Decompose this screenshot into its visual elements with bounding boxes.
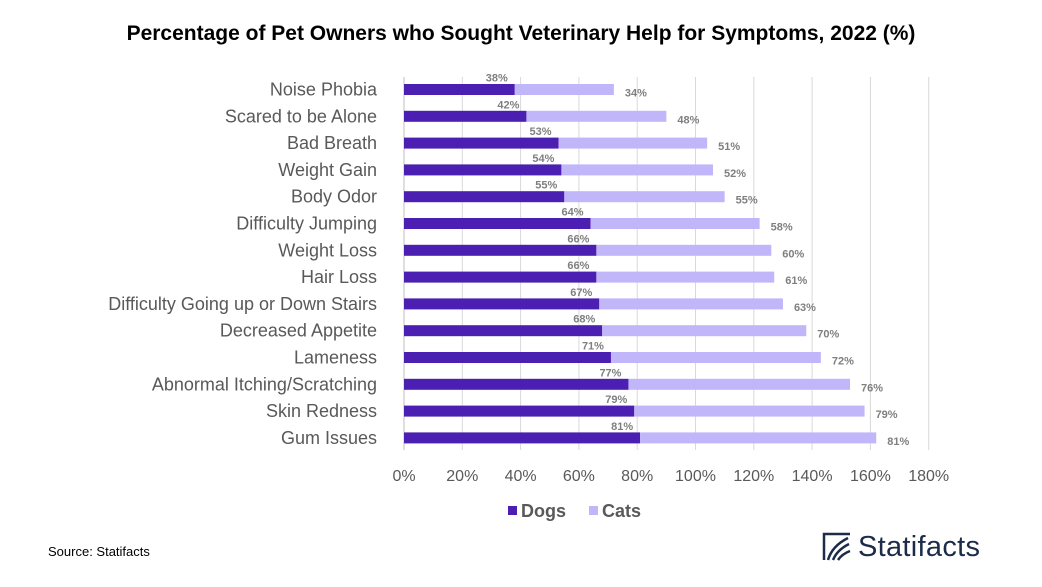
bar-dogs [404, 164, 562, 176]
x-axis-ticks: 0% 20% 40% 60% 80% 100% 120% 140% 160% 180% [392, 468, 949, 485]
category-label: Bad Breath [287, 133, 377, 153]
bar-dogs [404, 191, 565, 203]
bar-cats [558, 137, 708, 149]
x-tick-label: 140% [792, 468, 833, 485]
bar-dogs [404, 352, 611, 363]
bar-cats [602, 325, 807, 337]
bar-cats [514, 84, 614, 95]
bar-dogs [404, 325, 603, 337]
category-label: Difficulty Jumping [236, 214, 377, 234]
bar-cats [596, 244, 772, 256]
category-label: Noise Phobia [270, 80, 378, 100]
category-label: Scared to be Alone [225, 106, 377, 126]
category-label: Gum Issues [281, 428, 377, 448]
data-label-cats: 60% [782, 248, 804, 260]
bar-dogs [404, 137, 559, 149]
x-tick-label: 0% [392, 468, 415, 485]
data-label-dogs: 67% [570, 287, 592, 299]
bar-cats [634, 405, 865, 417]
legend-swatch [589, 506, 598, 515]
category-label: Skin Redness [266, 401, 377, 421]
data-label-dogs: 66% [567, 260, 589, 272]
data-label-dogs: 55% [535, 180, 557, 192]
legend: Dogs Cats [508, 501, 641, 521]
data-label-cats: 48% [677, 114, 699, 126]
data-labels: 38% 34% 42% 48% 53% 51% 54% 52% 55% 55% 64% 58% 66% 6… [486, 73, 910, 448]
bar-cats [610, 352, 821, 363]
bar-cats [561, 164, 713, 176]
data-label-cats: 79% [876, 409, 898, 421]
x-tick-label: 20% [446, 468, 478, 485]
bar-dogs [404, 84, 515, 95]
bar-cats [564, 191, 725, 203]
data-label-dogs: 68% [573, 314, 595, 326]
x-tick-label: 100% [675, 468, 716, 485]
data-label-dogs: 77% [599, 367, 621, 379]
data-label-dogs: 54% [532, 153, 554, 165]
data-label-cats: 76% [861, 382, 883, 394]
data-label-dogs: 81% [611, 421, 633, 433]
x-tick-label: 40% [505, 468, 537, 485]
legend-swatch [508, 506, 517, 515]
bar-cats [596, 271, 775, 283]
bar-dogs [404, 432, 641, 444]
category-label: Hair Loss [301, 267, 377, 287]
bar-dogs [404, 378, 629, 390]
data-label-dogs: 71% [582, 341, 604, 353]
bar-cats [526, 110, 667, 122]
data-label-cats: 70% [817, 329, 839, 341]
category-label: Weight Gain [278, 160, 377, 180]
data-label-cats: 34% [625, 88, 647, 100]
x-tick-label: 80% [621, 468, 653, 485]
chart-title: Percentage of Pet Owners who Sought Vete… [126, 22, 916, 45]
bar-cats [599, 298, 783, 310]
data-label-dogs: 66% [567, 233, 589, 245]
x-tick-label: 60% [563, 468, 595, 485]
category-labels: Noise Phobia Scared to be Alone Bad Breath… [108, 80, 378, 448]
x-tick-label: 120% [733, 468, 774, 485]
legend-label: Cats [602, 501, 641, 521]
bars [404, 84, 877, 444]
bar-cats [590, 218, 760, 229]
category-label: Lameness [294, 348, 377, 368]
data-label-cats: 55% [736, 195, 758, 207]
bar-cats [628, 378, 850, 390]
brand-logo: Statifacts [822, 527, 980, 567]
category-label: Abnormal Itching/Scratching [152, 374, 377, 394]
data-label-cats: 72% [832, 356, 854, 368]
bar-dogs [404, 244, 597, 256]
brand-name: Statifacts [858, 530, 981, 563]
category-label: Weight Loss [278, 240, 377, 260]
bar-cats [640, 432, 877, 444]
bar-dogs [404, 110, 527, 122]
source-note: Source: Statifacts [48, 544, 150, 559]
data-label-cats: 63% [794, 302, 816, 314]
bar-dogs [404, 218, 591, 229]
data-label-cats: 51% [718, 141, 740, 153]
bar-dogs [404, 405, 635, 417]
data-label-dogs: 42% [497, 99, 519, 111]
statifacts-logo-icon [822, 532, 851, 561]
bar-dogs [404, 271, 597, 283]
x-tick-label: 180% [908, 468, 949, 485]
category-label: Body Odor [291, 187, 377, 207]
data-label-dogs: 53% [529, 126, 551, 138]
bar-dogs [404, 298, 600, 310]
category-label: Difficulty Going up or Down Stairs [108, 294, 377, 314]
data-label-cats: 81% [887, 436, 909, 448]
category-label: Decreased Appetite [220, 321, 377, 341]
data-label-cats: 52% [724, 168, 746, 180]
data-label-cats: 58% [771, 222, 793, 234]
data-label-dogs: 38% [486, 73, 508, 85]
x-tick-label: 160% [850, 468, 891, 485]
data-label-cats: 61% [785, 275, 807, 287]
data-label-dogs: 79% [605, 394, 627, 406]
legend-label: Dogs [521, 501, 566, 521]
data-label-dogs: 64% [562, 207, 584, 219]
